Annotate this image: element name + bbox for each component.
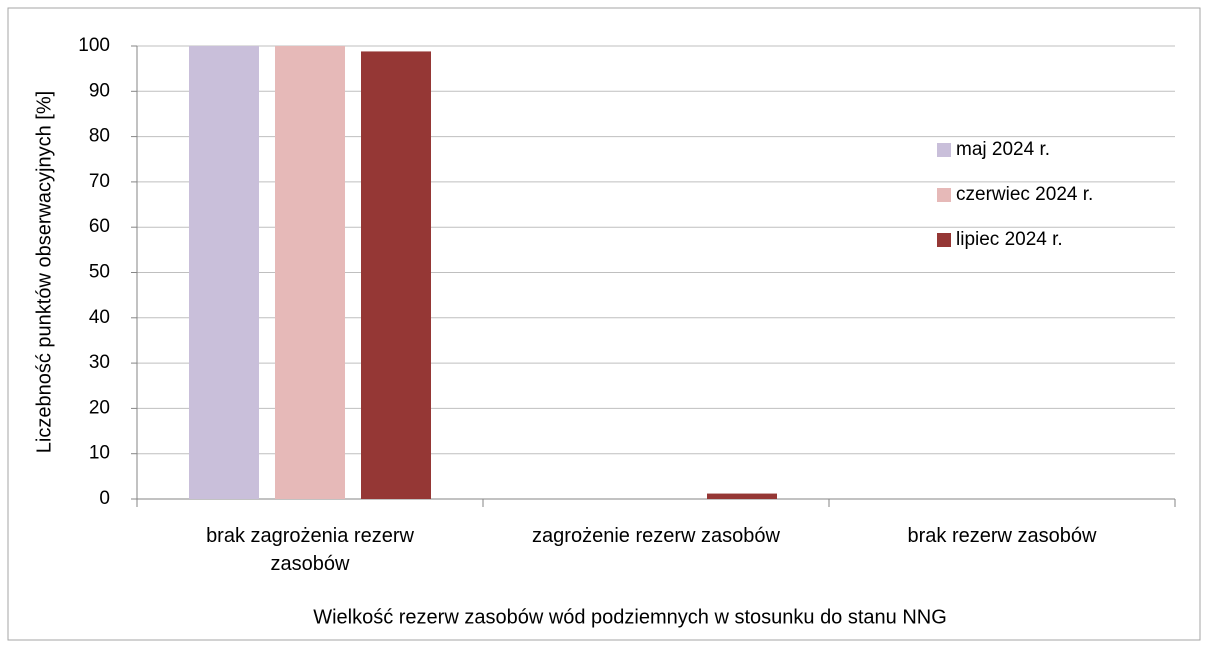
y-tick-label: 50 [89, 262, 110, 283]
y-tick-label: 10 [89, 443, 110, 464]
x-tick-label: zagrożenie rezerw zasobów [532, 525, 780, 547]
y-axis-title: Liczebność punktów obserwacyjnych [%] [33, 91, 55, 453]
y-tick-label: 30 [89, 352, 110, 373]
y-tick-label: 0 [99, 488, 110, 509]
legend-swatch [937, 188, 951, 202]
legend-label: lipiec 2024 r. [956, 229, 1063, 250]
y-tick-label: 100 [78, 35, 110, 56]
legend-label: maj 2024 r. [956, 139, 1050, 160]
bar [361, 51, 431, 499]
x-tick-label: brak rezerw zasobów [907, 525, 1097, 547]
bar [707, 493, 777, 499]
y-tick-label: 40 [89, 307, 110, 328]
legend-label: czerwiec 2024 r. [956, 184, 1093, 205]
bar [275, 46, 345, 499]
y-tick-label: 60 [89, 216, 110, 237]
x-axis-title: Wielkość rezerw zasobów wód podziemnych … [313, 606, 947, 628]
y-tick-label: 80 [89, 126, 110, 147]
y-tick-label: 90 [89, 80, 110, 101]
legend-swatch [937, 143, 951, 157]
chart-border [7, 7, 1201, 641]
y-tick-label: 70 [89, 171, 110, 192]
y-tick-label: 20 [89, 397, 110, 418]
x-tick-label: brak zagrożenia rezerw zasobów [206, 525, 414, 575]
bar [189, 46, 259, 499]
legend-swatch [937, 233, 951, 247]
